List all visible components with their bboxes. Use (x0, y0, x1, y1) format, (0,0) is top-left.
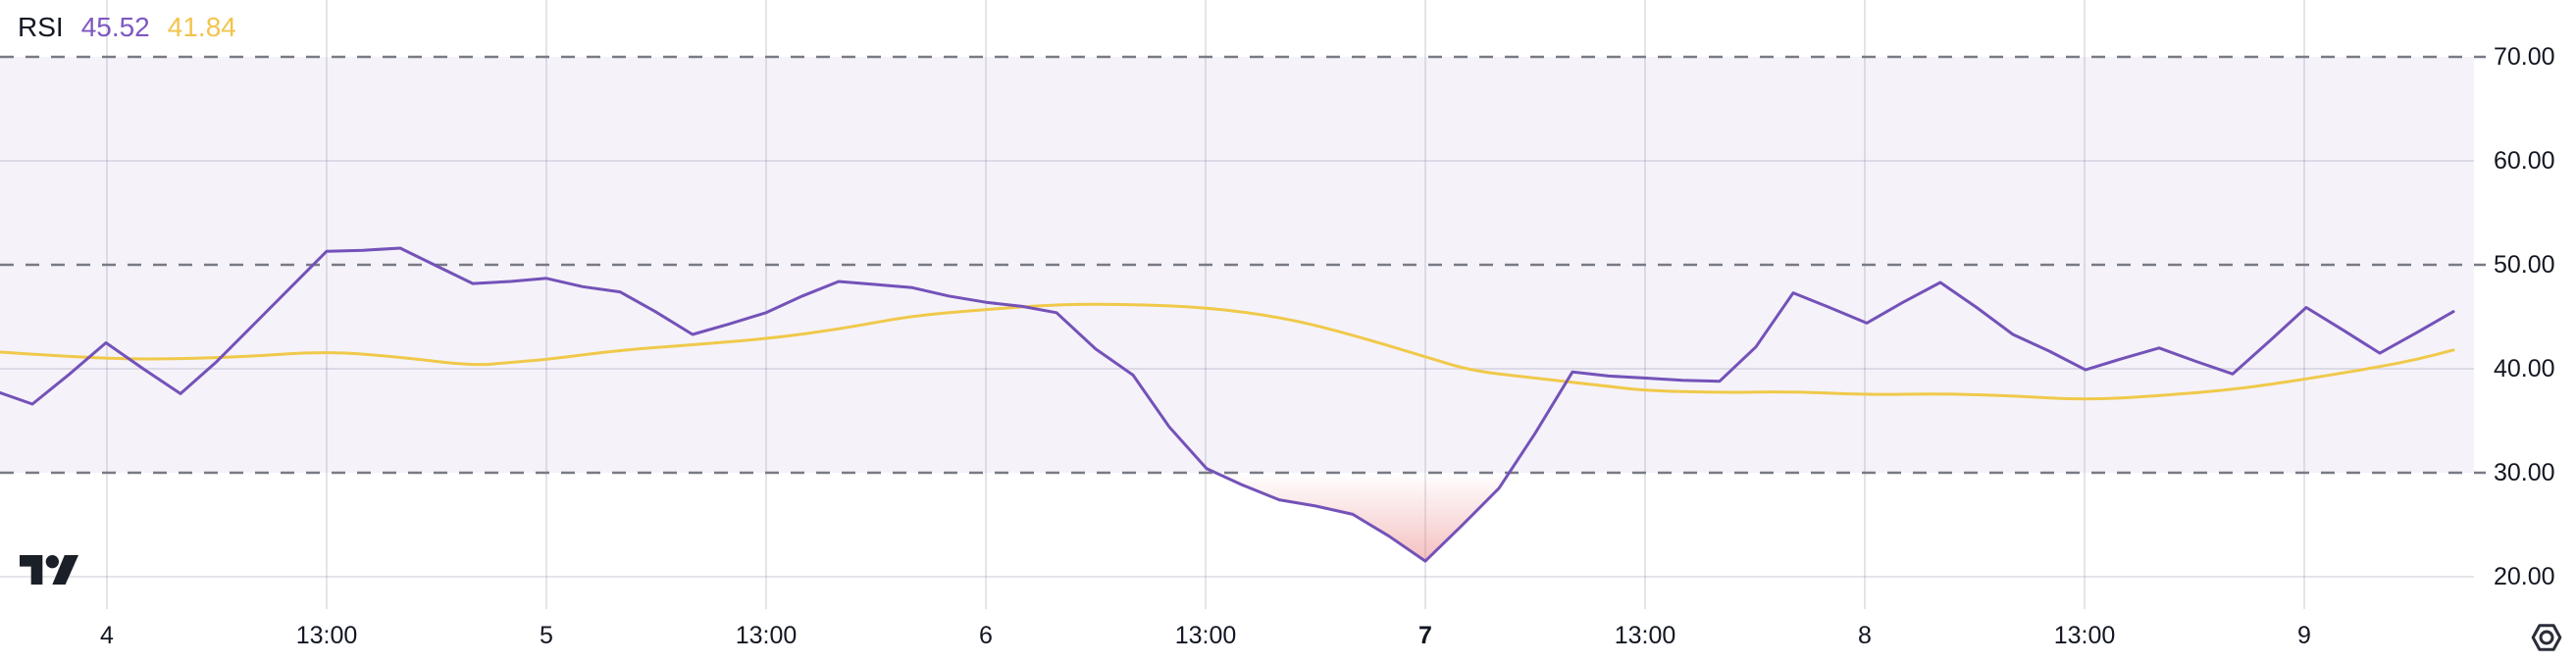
time-axis-label: 6 (979, 622, 993, 649)
time-axis-label: 13:00 (1174, 622, 1237, 649)
rsi-line (0, 246, 2455, 563)
tradingview-logo[interactable] (20, 555, 78, 585)
ma-current-value: 41.84 (167, 12, 236, 42)
time-axis-label: 5 (540, 622, 553, 649)
y-axis-label: 60.00 (2494, 147, 2555, 175)
y-axis-label: 40.00 (2494, 355, 2555, 382)
settings-gear-icon (2531, 624, 2562, 651)
price-scale-axis[interactable]: 70.00 60.00 50.00 40.00 30.00 20.00 (2476, 0, 2576, 610)
time-axis-label: 13:00 (735, 622, 798, 649)
indicator-legend[interactable]: RSI 45.52 41.84 (18, 12, 236, 43)
oversold-fill (1215, 473, 1510, 562)
time-axis-label: 4 (100, 622, 114, 649)
time-axis-label: 13:00 (2053, 622, 2116, 649)
indicator-title[interactable]: RSI (18, 12, 64, 42)
y-axis-label: 30.00 (2494, 459, 2555, 486)
time-axis[interactable]: 4 13:00 5 13:00 6 13:00 7 13:00 8 13:00 9 (0, 612, 2576, 663)
time-axis-label: 8 (1858, 622, 1872, 649)
time-axis-label: 9 (2297, 622, 2311, 649)
time-axis-label: 13:00 (295, 622, 358, 649)
y-axis-label: 70.00 (2494, 43, 2555, 71)
y-axis-label: 20.00 (2494, 563, 2555, 590)
rsi-ma-line (0, 302, 2455, 401)
rsi-current-value: 45.52 (80, 12, 150, 42)
time-axis-label: 13:00 (1614, 622, 1676, 649)
level-lines (0, 55, 2486, 475)
pane-settings-button[interactable] (2529, 622, 2564, 653)
grid-lines (0, 0, 2474, 609)
y-axis-label: 50.00 (2494, 251, 2555, 279)
time-axis-label: 7 (1418, 622, 1432, 649)
